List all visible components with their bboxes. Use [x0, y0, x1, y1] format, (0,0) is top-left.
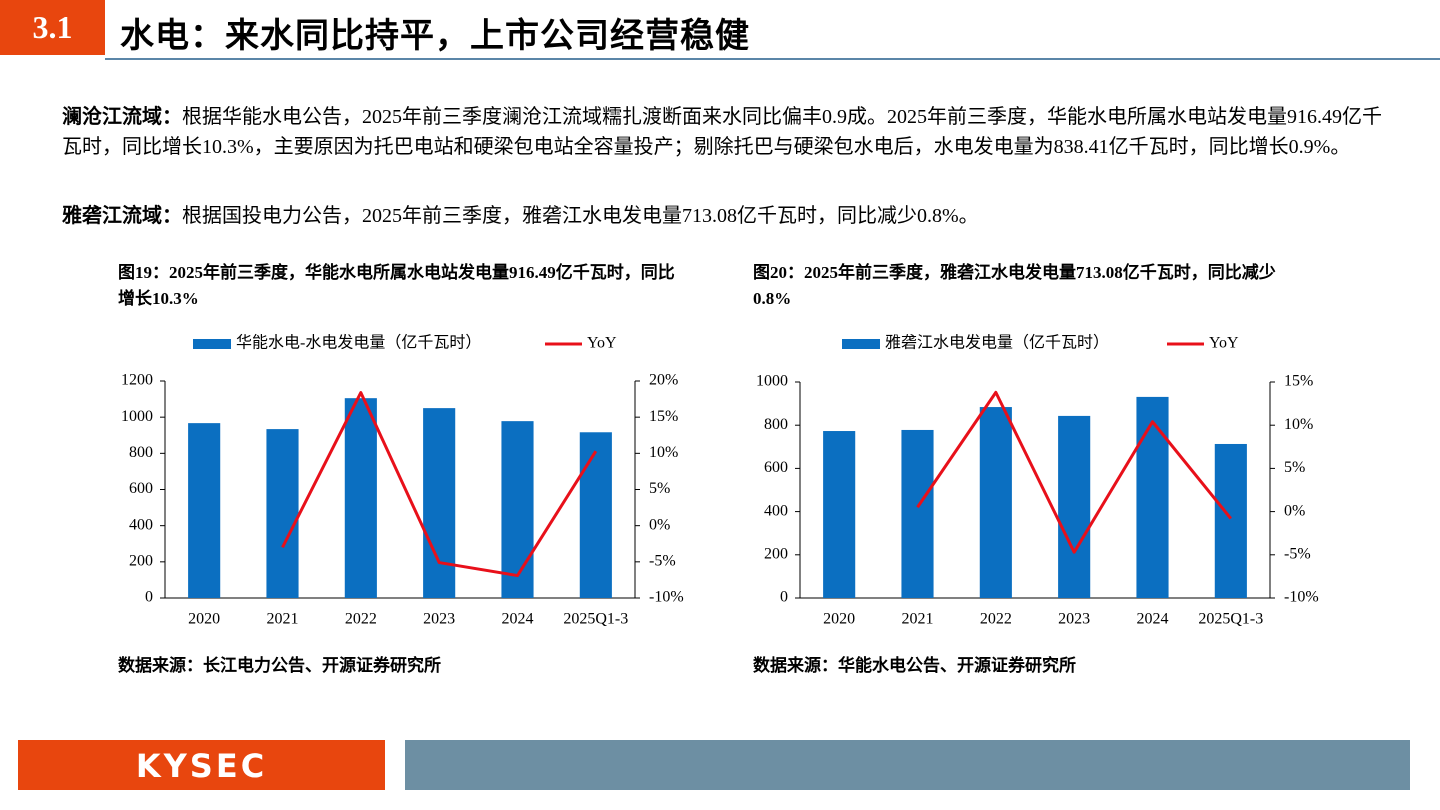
- paragraph-text: 根据国投电力公告，2025年前三季度，雅砻江水电发电量713.08亿千瓦时，同比…: [182, 205, 979, 227]
- bar: [1058, 415, 1091, 598]
- y-tick-label: 800: [764, 416, 788, 433]
- y-tick-label: 200: [129, 553, 153, 570]
- bar: [423, 408, 456, 598]
- y-tick-label: 1000: [121, 408, 153, 425]
- x-tick-label: 2023: [1058, 611, 1090, 628]
- y-tick-label: 1000: [756, 373, 788, 390]
- x-tick-label: 2022: [345, 611, 377, 628]
- bar: [823, 431, 856, 598]
- y2-tick-label: -10%: [649, 589, 684, 606]
- line: [281, 391, 598, 578]
- bar: [344, 398, 377, 598]
- figure-source: 数据来源：华能水电公告、开源证券研究所: [753, 656, 1076, 675]
- y2-tick-label: 5%: [649, 480, 670, 497]
- legend-swatch: [842, 339, 880, 349]
- legend-label: YoY: [587, 335, 617, 352]
- line: [916, 390, 1232, 554]
- figure-caption: 图20：2025年前三季度，雅砻江水电发电量713.08亿千瓦时，同比减少0.8…: [753, 263, 1276, 308]
- footer-bar: [405, 740, 1410, 790]
- y2-tick-label: 15%: [1284, 373, 1313, 390]
- bar: [1214, 443, 1247, 598]
- bar: [979, 407, 1012, 598]
- y-tick-label: 600: [764, 459, 788, 476]
- y2-tick-label: 5%: [1284, 459, 1305, 476]
- bar: [1136, 396, 1169, 598]
- x-tick-label: 2020: [188, 611, 220, 628]
- slide-title: 水电：来水同比持平，上市公司经营稳健: [120, 18, 750, 55]
- bar: [579, 432, 612, 598]
- y-tick-label: 1200: [121, 372, 153, 389]
- paragraph: 澜沧江流域：根据华能水电公告，2025年前三季度澜沧江流域糯扎渡断面来水同比偏丰…: [62, 102, 1382, 162]
- y2-tick-label: -10%: [1284, 589, 1319, 606]
- legend-swatch: [193, 339, 231, 349]
- y-tick-label: 400: [764, 502, 788, 519]
- x-tick-label: 2024: [502, 611, 534, 628]
- y-tick-label: 600: [129, 480, 153, 497]
- figure-source: 数据来源：长江电力公告、开源证券研究所: [118, 656, 441, 675]
- y2-tick-label: 10%: [1284, 416, 1313, 433]
- y2-tick-label: 0%: [1284, 502, 1305, 519]
- bar: [901, 429, 934, 598]
- legend-label: 雅砻江水电发电量（亿千瓦时）: [885, 334, 1109, 352]
- y2-tick-label: 15%: [649, 408, 678, 425]
- y-tick-label: 0: [145, 589, 153, 606]
- x-tick-label: 2025Q1-3: [1198, 611, 1263, 628]
- y2-tick-label: 20%: [649, 372, 678, 389]
- y2-tick-label: -5%: [649, 553, 676, 570]
- paragraph-lead: 雅砻江流域：: [62, 205, 182, 227]
- paragraph: 雅砻江流域：根据国投电力公告，2025年前三季度，雅砻江水电发电量713.08亿…: [62, 201, 1382, 231]
- legend-label: 华能水电-水电发电量（亿千瓦时）: [236, 334, 481, 352]
- y-tick-label: 0: [780, 589, 788, 606]
- x-tick-label: 2022: [980, 611, 1012, 628]
- bar: [266, 429, 299, 598]
- y2-tick-label: -5%: [1284, 545, 1311, 562]
- legend-label: YoY: [1209, 335, 1239, 352]
- bar: [188, 423, 221, 598]
- paragraph-text: 根据华能水电公告，2025年前三季度澜沧江流域糯扎渡断面来水同比偏丰0.9成。2…: [62, 106, 1382, 158]
- figure-caption: 图19：2025年前三季度，华能水电所属水电站发电量916.49亿千瓦时，同比增…: [118, 263, 675, 308]
- section-number: 3.1: [0, 0, 105, 55]
- y2-tick-label: 10%: [649, 444, 678, 461]
- paragraph-lead: 澜沧江流域：: [62, 106, 182, 128]
- y-tick-label: 400: [129, 516, 153, 533]
- x-tick-label: 2024: [1137, 611, 1169, 628]
- x-tick-label: 2025Q1-3: [563, 611, 628, 628]
- bar: [501, 421, 534, 598]
- x-tick-label: 2020: [823, 611, 855, 628]
- y-tick-label: 800: [129, 444, 153, 461]
- x-tick-label: 2023: [423, 611, 455, 628]
- x-tick-label: 2021: [902, 611, 934, 628]
- logo: KYSEC: [18, 740, 385, 790]
- y2-tick-label: 0%: [649, 516, 670, 533]
- x-tick-label: 2021: [267, 611, 299, 628]
- y-tick-label: 200: [764, 545, 788, 562]
